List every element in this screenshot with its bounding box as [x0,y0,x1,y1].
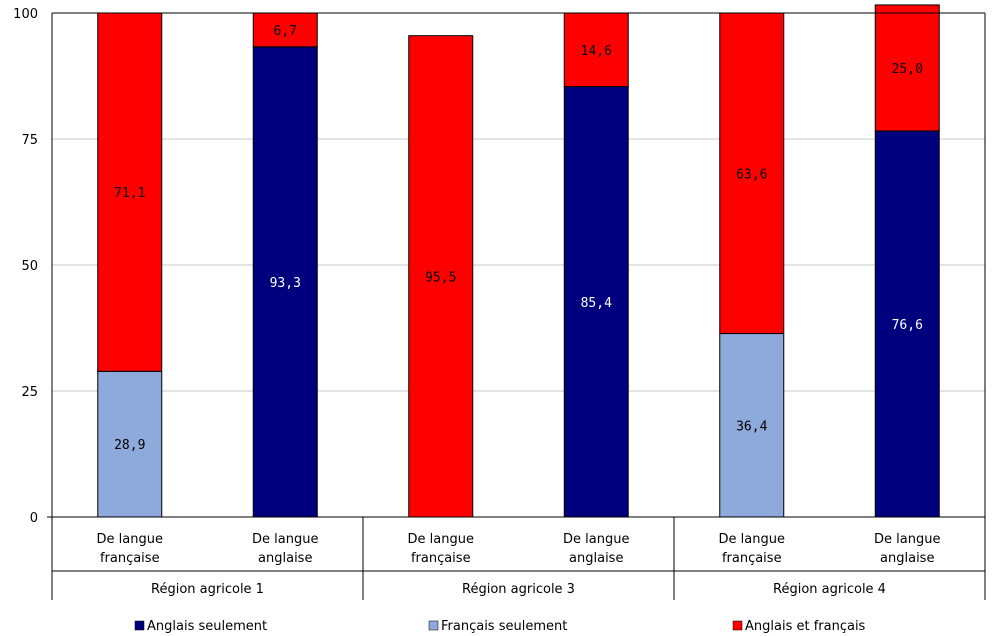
data-label: 85,4 [581,296,612,311]
group-label: Région agricole 1 [151,582,264,597]
bar-segment [252,12,318,48]
legend-swatch [428,620,439,631]
axes [47,12,986,600]
legend-label: Anglais seulement [147,619,267,634]
legend-swatch [134,620,145,631]
bar-segment [408,35,474,518]
data-label: 76,6 [892,318,923,333]
bar-segment [97,370,163,518]
legend-label: Français seulement [441,619,567,634]
category-label-line1: De langue [874,532,940,547]
y-tick-label: 25 [21,385,38,400]
y-tick-label: 0 [30,511,38,526]
category-label-line1: De langue [252,532,318,547]
y-tick-label: 75 [21,133,38,148]
bar-segment [719,333,785,518]
category-label-line1: De langue [563,532,629,547]
labels: 28,9 71,1 93,3 6,7 95,5 85,4 14,6 36,4 63,6 76,6 2… [97,24,941,597]
bars [97,4,940,518]
y-tick-label: 50 [21,259,38,274]
category-label-line1: De langue [97,532,163,547]
legend-label: Anglais et français [745,619,866,634]
category-label-line2: anglaise [569,551,623,566]
category-label-line1: De langue [408,532,474,547]
category-label-line2: anglaise [880,551,934,566]
legend-swatch [732,620,743,631]
category-label-line2: française [722,551,782,566]
category-label-line1: De langue [719,532,785,547]
legend: Anglais seulement Français seulement Angla… [134,619,866,634]
category-label-line2: française [100,551,160,566]
data-label: 95,5 [425,270,456,285]
data-label: 71,1 [114,186,145,201]
group-label: Région agricole 4 [773,582,886,597]
data-label: 14,6 [581,44,612,59]
data-label: 28,9 [114,438,145,453]
data-label: 93,3 [270,276,301,291]
bar-segment [874,130,940,518]
y-tick-label: 100 [13,7,38,22]
data-label: 6,7 [274,24,297,39]
bar-segment [719,12,785,335]
category-label-line2: anglaise [258,551,312,566]
data-label: 25,0 [892,62,923,77]
bar-segment [874,4,940,132]
data-label: 63,6 [736,167,767,182]
bar-segment [97,12,163,372]
bar-segment [252,46,318,518]
group-label: Région agricole 3 [462,582,575,597]
data-label: 36,4 [736,419,767,434]
category-label-line2: française [411,551,471,566]
